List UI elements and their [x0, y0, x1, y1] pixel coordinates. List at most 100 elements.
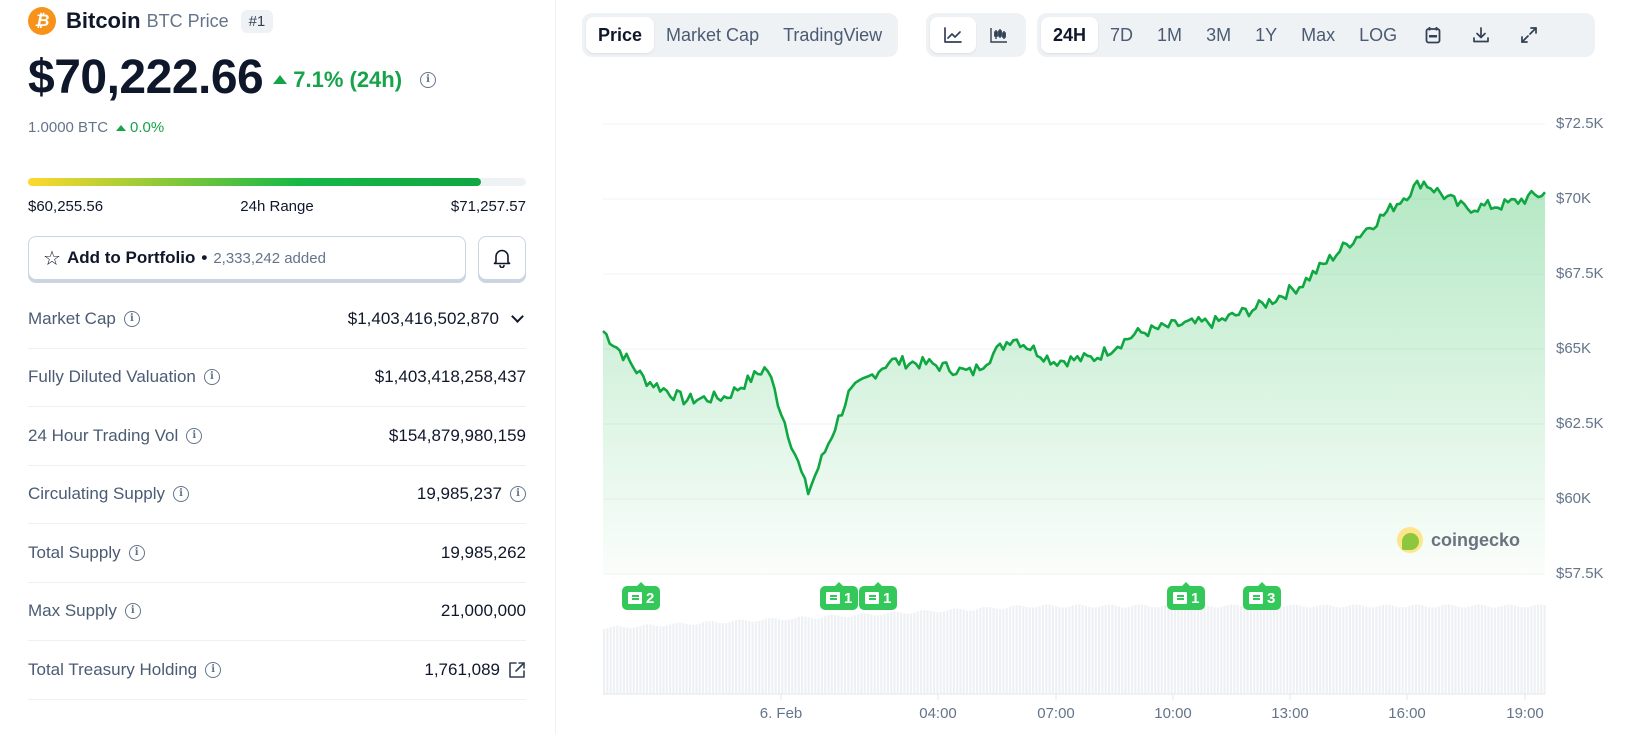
- range-24h[interactable]: 24H: [1041, 17, 1099, 53]
- range-3m[interactable]: 3M: [1206, 24, 1232, 45]
- btc-change: 0.0%: [116, 119, 164, 136]
- line-chart-icon: [944, 27, 962, 43]
- download-button[interactable]: [1457, 17, 1505, 53]
- stat-row: Max Supply i 21,000,000: [28, 583, 526, 641]
- coin-summary-panel: ₿ Bitcoin BTC Price #1 $70,222.66 7.1% (…: [0, 0, 556, 734]
- stat-label: Market Cap i: [28, 309, 140, 329]
- y-axis-label: $62.5K: [1556, 415, 1604, 432]
- news-count: 2: [646, 589, 655, 607]
- tab-market-cap[interactable]: Market Cap: [666, 24, 760, 45]
- newspaper-icon: [865, 592, 879, 604]
- stat-value: 21,000,000: [441, 601, 526, 621]
- date-picker-button[interactable]: [1409, 17, 1457, 53]
- download-icon: [1473, 27, 1489, 43]
- coin-subtitle: BTC Price: [146, 10, 229, 31]
- line-chart-button[interactable]: [930, 17, 976, 53]
- stat-value: 19,985,237 i: [417, 484, 526, 504]
- coingecko-logo-icon: [1397, 527, 1423, 553]
- range-bar: [28, 178, 526, 186]
- star-icon: ☆: [43, 247, 61, 270]
- coin-name: Bitcoin: [66, 8, 141, 33]
- newspaper-icon: [826, 592, 840, 604]
- coin-header: ₿ Bitcoin BTC Price #1: [28, 7, 274, 35]
- price-row: $70,222.66 7.1% (24h) i: [28, 50, 437, 105]
- range-max[interactable]: Max: [1301, 24, 1336, 45]
- range-7d[interactable]: 7D: [1110, 24, 1134, 45]
- info-icon[interactable]: i: [124, 603, 141, 620]
- candlestick-icon: [990, 28, 1007, 43]
- stat-label: Total Treasury Holding i: [28, 660, 222, 680]
- news-count: 1: [1191, 589, 1200, 607]
- x-axis-label: 13:00: [1271, 705, 1309, 722]
- add-to-portfolio-button[interactable]: ☆ Add to Portfolio • 2,333,242 added: [28, 236, 466, 280]
- coingecko-watermark: coingecko: [1397, 527, 1520, 553]
- current-price: $70,222.66: [28, 51, 264, 104]
- range-1m[interactable]: 1M: [1157, 24, 1183, 45]
- news-count: 1: [844, 589, 853, 607]
- candlestick-chart-button[interactable]: [976, 17, 1022, 53]
- stat-row: Total Supply i 19,985,262: [28, 524, 526, 583]
- stat-row: Total Treasury Holding i 1,761,089: [28, 641, 526, 700]
- price-change-value: 7.1% (24h): [293, 66, 403, 92]
- news-marker[interactable]: 1: [859, 582, 898, 610]
- news-marker[interactable]: 1: [1167, 582, 1206, 610]
- info-icon[interactable]: i: [128, 544, 145, 561]
- stat-value-text: 19,985,237: [416, 484, 502, 504]
- stat-label: Fully Diluted Valuation i: [28, 367, 220, 387]
- add-to-portfolio-label: Add to Portfolio: [66, 248, 196, 267]
- stat-label-text: 24 Hour Trading Vol: [28, 425, 179, 445]
- news-marker[interactable]: 2: [622, 582, 661, 610]
- btc-amount: 1.0000 BTC: [28, 119, 109, 136]
- portfolio-added-count: 2,333,242 added: [213, 249, 326, 267]
- fullscreen-button[interactable]: [1505, 17, 1553, 53]
- info-icon[interactable]: i: [510, 486, 526, 503]
- price-area: [603, 180, 1545, 574]
- newspaper-icon: [628, 592, 642, 604]
- price-alert-button[interactable]: [478, 236, 526, 280]
- stat-label-text: Max Supply: [28, 601, 117, 621]
- log-scale-toggle[interactable]: LOG: [1359, 24, 1398, 45]
- stat-label-text: Market Cap: [28, 308, 116, 328]
- x-axis-label: 6. Feb: [759, 705, 803, 722]
- info-icon[interactable]: i: [173, 486, 190, 503]
- news-count: 1: [883, 589, 892, 607]
- y-axis-label: $70K: [1556, 190, 1592, 207]
- range-labels: $60,255.56 24h Range $71,257.57: [28, 198, 526, 215]
- x-axis-label: 16:00: [1388, 705, 1426, 722]
- range-1y[interactable]: 1Y: [1255, 24, 1278, 45]
- info-icon[interactable]: i: [205, 661, 222, 678]
- separator-dot: •: [201, 248, 208, 267]
- stat-value-text: $1,403,416,502,870: [347, 308, 499, 328]
- info-icon[interactable]: i: [123, 310, 140, 327]
- view-type-toggle: [926, 13, 1026, 57]
- bitcoin-logo-icon: ₿: [28, 7, 56, 35]
- stat-value: $154,879,980,159: [389, 426, 526, 446]
- bell-icon: [493, 249, 511, 268]
- btc-change-value: 0.0%: [130, 119, 165, 136]
- info-icon[interactable]: i: [203, 369, 220, 386]
- news-marker[interactable]: 3: [1243, 582, 1282, 610]
- stat-row: Circulating Supply i 19,985,237 i: [28, 466, 526, 524]
- time-range-toolbar: 24H 7D 1M 3M 1Y Max LOG: [1037, 13, 1595, 57]
- news-count: 3: [1267, 589, 1276, 607]
- x-axis-label: 10:00: [1154, 705, 1192, 722]
- watermark-text: coingecko: [1431, 529, 1521, 550]
- tab-price[interactable]: Price: [586, 17, 655, 53]
- external-link-icon[interactable]: [508, 661, 526, 679]
- stat-value: 19,985,262: [441, 543, 526, 563]
- chart-type-tabs: Price Market Cap TradingView: [582, 13, 899, 57]
- y-axis-label: $60K: [1556, 490, 1592, 507]
- range-high: $71,257.57: [450, 198, 526, 215]
- price-line: [602, 179, 1546, 496]
- x-axis-label: 04:00: [919, 705, 957, 722]
- stat-label: 24 Hour Trading Vol i: [28, 425, 203, 446]
- tab-tradingview[interactable]: TradingView: [783, 24, 883, 45]
- x-axis-label: 19:00: [1506, 705, 1544, 722]
- news-marker[interactable]: 1: [820, 582, 859, 610]
- y-axis-label: $65K: [1556, 340, 1592, 357]
- info-icon[interactable]: i: [186, 427, 203, 444]
- info-icon[interactable]: i: [420, 71, 437, 88]
- stat-value-text: 21,000,000: [440, 601, 526, 621]
- caret-up-icon: [273, 75, 288, 84]
